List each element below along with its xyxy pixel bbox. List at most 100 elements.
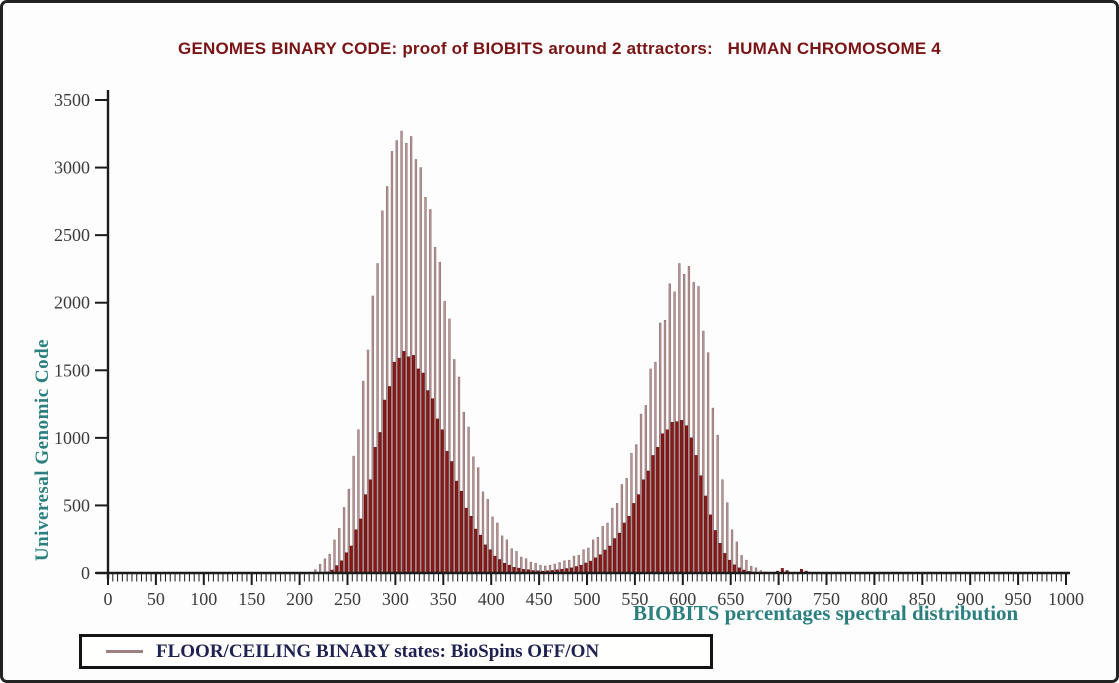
ceiling-bar bbox=[611, 507, 614, 574]
ceiling-bar bbox=[510, 548, 513, 574]
ceiling-bar bbox=[568, 559, 571, 574]
ceiling-bar bbox=[362, 380, 365, 574]
ceiling-bar bbox=[702, 330, 705, 574]
floor-bar bbox=[392, 361, 396, 574]
ceiling-bar bbox=[390, 151, 394, 574]
ceiling-bar bbox=[472, 456, 475, 574]
floor-bar bbox=[675, 421, 679, 574]
x-tick-label: 350 bbox=[430, 589, 457, 609]
floor-bar bbox=[641, 479, 645, 574]
ceiling-bar bbox=[405, 143, 408, 574]
floor-bar bbox=[694, 455, 698, 574]
ceiling-bar bbox=[467, 426, 470, 574]
ceiling-bar bbox=[448, 318, 451, 574]
ceiling-bar bbox=[630, 453, 633, 574]
ceiling-bar bbox=[400, 130, 403, 574]
ceiling-bar bbox=[381, 210, 384, 574]
floor-bar bbox=[637, 494, 641, 574]
floor-bar bbox=[402, 351, 406, 574]
floor-bar bbox=[411, 355, 415, 574]
floor-bar bbox=[397, 357, 401, 574]
ceiling-bar bbox=[529, 561, 533, 574]
floor-bar bbox=[713, 530, 717, 574]
ceiling-bar bbox=[338, 528, 341, 574]
y-tick-label: 1500 bbox=[54, 360, 90, 380]
ceiling-bar bbox=[726, 502, 729, 574]
ceiling-bar bbox=[606, 522, 609, 574]
floor-bar bbox=[455, 480, 459, 574]
floor-bar bbox=[684, 425, 688, 574]
x-tick-label: 450 bbox=[526, 589, 553, 609]
floor-bar bbox=[431, 398, 435, 574]
floor-bar bbox=[459, 490, 463, 574]
x-tick-label: 750 bbox=[813, 589, 840, 609]
floor-bar bbox=[708, 514, 712, 574]
ceiling-bar bbox=[477, 467, 480, 574]
ceiling-bar bbox=[615, 503, 619, 574]
y-tick-label: 3000 bbox=[54, 158, 90, 178]
x-tick-label: 250 bbox=[334, 589, 361, 609]
x-tick-label: 50 bbox=[147, 589, 165, 609]
y-tick-label: 1000 bbox=[54, 428, 90, 448]
ceiling-bar bbox=[711, 407, 715, 574]
floor-bar bbox=[450, 461, 454, 574]
floor-bar bbox=[656, 447, 660, 574]
ceiling-bar bbox=[740, 555, 743, 574]
ceiling-bar bbox=[534, 563, 537, 574]
x-tick-label: 900 bbox=[957, 589, 984, 609]
floor-bar bbox=[718, 543, 722, 574]
floor-bar bbox=[723, 553, 727, 574]
floor-bar bbox=[354, 529, 358, 574]
ceiling-bar bbox=[706, 352, 710, 574]
floor-bar bbox=[502, 563, 506, 574]
ceiling-bar bbox=[596, 536, 600, 574]
x-tick-label: 200 bbox=[286, 589, 313, 609]
ceiling-bar bbox=[347, 488, 351, 574]
floor-bar bbox=[498, 559, 502, 574]
ceiling-bar bbox=[687, 265, 691, 574]
ceiling-bar bbox=[457, 376, 461, 574]
x-tick-label: 850 bbox=[909, 589, 936, 609]
ceiling-bar bbox=[409, 136, 413, 574]
floor-bar bbox=[469, 515, 473, 574]
ceiling-bar bbox=[333, 539, 336, 574]
floor-bar bbox=[416, 368, 420, 574]
ceiling-bar bbox=[649, 368, 652, 574]
ceiling-bar bbox=[357, 429, 360, 574]
x-tick-label: 150 bbox=[238, 589, 265, 609]
ceiling-bar bbox=[424, 197, 427, 574]
floor-bar bbox=[680, 420, 684, 574]
ceiling-bar bbox=[654, 361, 657, 574]
floor-bar bbox=[349, 545, 353, 574]
floor-bar bbox=[670, 422, 674, 574]
ceiling-bar bbox=[572, 555, 576, 574]
floor-bar bbox=[728, 559, 732, 574]
x-tick-label: 300 bbox=[382, 589, 409, 609]
ceiling-bar bbox=[587, 547, 590, 574]
ceiling-bar bbox=[323, 558, 327, 574]
floor-bar bbox=[627, 515, 631, 574]
chart-canvas: 0 50 100 150 200 250 300 350 400 450 500 550 600 650 7… bbox=[54, 90, 1084, 609]
x-tick-label: 500 bbox=[574, 589, 601, 609]
floor-bar bbox=[584, 562, 588, 574]
ceiling-bar bbox=[429, 209, 432, 574]
floor-bar bbox=[368, 479, 372, 574]
ceiling-bar bbox=[453, 359, 456, 574]
floor-bar bbox=[440, 429, 444, 574]
ceiling-bar bbox=[376, 263, 379, 574]
ceiling-bar bbox=[486, 499, 489, 574]
ceiling-bar bbox=[730, 529, 734, 574]
ceiling-bar bbox=[678, 263, 681, 574]
floor-bar bbox=[651, 455, 655, 574]
floor-bar bbox=[488, 549, 492, 574]
floor-bar bbox=[699, 475, 703, 574]
floor-bar bbox=[704, 495, 708, 574]
floor-bar bbox=[732, 564, 736, 574]
floor-bar bbox=[474, 528, 478, 574]
floor-bar bbox=[617, 532, 621, 574]
y-tick-label: 500 bbox=[63, 495, 90, 515]
y-tick-label: 2000 bbox=[54, 293, 90, 313]
ceiling-bar bbox=[496, 522, 499, 574]
ceiling-bar bbox=[515, 551, 518, 574]
